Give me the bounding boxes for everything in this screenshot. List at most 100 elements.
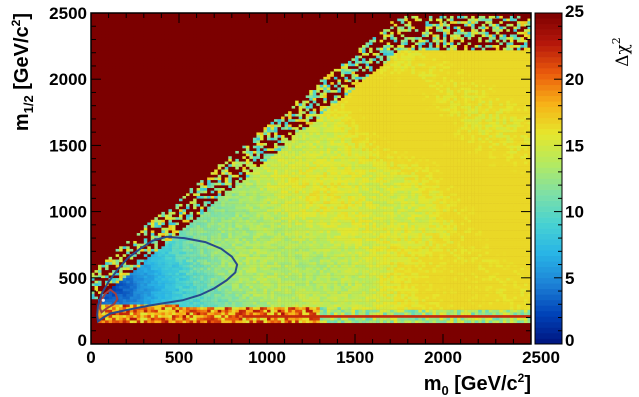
heatmap-cell — [123, 32, 127, 35]
heatmap-cell — [175, 190, 179, 193]
heatmap-cell — [123, 92, 127, 95]
heatmap-cell — [151, 220, 155, 223]
heatmap-cell — [168, 106, 172, 109]
heatmap-cell — [98, 238, 102, 241]
heatmap-cell — [151, 119, 155, 122]
heatmap-cell — [190, 98, 194, 101]
heatmap-cell — [190, 130, 194, 133]
heatmap-cell — [158, 98, 162, 101]
heatmap-cell — [144, 148, 148, 151]
heatmap-cell — [112, 169, 116, 172]
heatmap-cell — [102, 246, 106, 249]
heatmap-cell — [116, 246, 120, 249]
heatmap-cell — [102, 177, 106, 180]
heatmap-cell — [112, 182, 116, 185]
heatmap-cell — [116, 156, 120, 159]
heatmap-cell — [147, 119, 151, 122]
heatmap-cell — [190, 87, 194, 90]
heatmap-cell — [193, 204, 197, 207]
heatmap-cell — [186, 53, 190, 56]
heatmap-cell — [102, 336, 106, 339]
heatmap-cell — [116, 280, 120, 283]
heatmap-cell — [165, 95, 169, 98]
heatmap-cell — [183, 130, 187, 133]
heatmap-cell — [168, 198, 172, 201]
heatmap-cell — [175, 114, 179, 117]
heatmap-cell — [158, 291, 162, 294]
heatmap-cell — [154, 85, 158, 88]
heatmap-cell — [186, 273, 190, 276]
heatmap-cell — [147, 47, 151, 50]
heatmap-cell — [165, 204, 169, 207]
heatmap-cell — [102, 100, 106, 103]
heatmap-cell — [197, 310, 201, 313]
heatmap-cell — [116, 55, 120, 58]
heatmap-cell — [175, 122, 179, 125]
heatmap-cell — [123, 265, 127, 268]
heatmap-cell — [190, 177, 194, 180]
heatmap-cell — [186, 233, 190, 236]
heatmap-cell — [165, 182, 169, 185]
heatmap-cell — [151, 251, 155, 254]
heatmap-cell — [186, 143, 190, 146]
heatmap-cell — [204, 328, 208, 331]
heatmap-cell — [140, 201, 144, 204]
heatmap-cell — [130, 55, 134, 58]
heatmap-cell — [161, 122, 165, 125]
heatmap-cell — [119, 225, 123, 228]
heatmap-cell — [183, 304, 187, 307]
heatmap-cell — [200, 124, 204, 127]
heatmap-cell — [102, 302, 106, 305]
heatmap-cell — [137, 238, 141, 241]
heatmap-cell — [190, 286, 194, 289]
heatmap-cell — [126, 325, 130, 328]
heatmap-cell — [179, 53, 183, 56]
heatmap-cell — [130, 280, 134, 283]
heatmap-cell — [130, 193, 134, 196]
heatmap-cell — [119, 230, 123, 233]
heatmap-cell — [183, 227, 187, 230]
heatmap-cell — [105, 318, 109, 321]
heatmap-cell — [144, 225, 148, 228]
heatmap-cell — [151, 92, 155, 95]
heatmap-cell — [200, 325, 204, 328]
heatmap-cell — [144, 108, 148, 111]
heatmap-cell — [165, 246, 169, 249]
heatmap-cell — [193, 235, 197, 238]
heatmap-cell — [144, 302, 148, 305]
heatmap-cell — [165, 273, 169, 276]
heatmap-cell — [130, 283, 134, 286]
heatmap-cell — [140, 220, 144, 223]
heatmap-cell — [105, 116, 109, 119]
heatmap-cell — [98, 220, 102, 223]
heatmap-cell — [102, 304, 106, 307]
heatmap-cell — [154, 188, 158, 191]
heatmap-cell — [102, 58, 106, 61]
heatmap-cell — [144, 24, 148, 27]
heatmap-cell — [95, 148, 99, 151]
heatmap-cell — [98, 153, 102, 156]
heatmap-cell — [102, 267, 106, 270]
heatmap-cell — [109, 145, 113, 148]
heatmap-cell — [197, 339, 201, 342]
heatmap-cell — [137, 164, 141, 167]
heatmap-cell — [98, 148, 102, 151]
heatmap-cell — [112, 262, 116, 265]
heatmap-cell — [137, 18, 141, 21]
heatmap-cell — [126, 143, 130, 146]
heatmap-cell — [140, 172, 144, 175]
heatmap-cell — [179, 283, 183, 286]
heatmap-cell — [161, 209, 165, 212]
heatmap-cell — [98, 103, 102, 106]
heatmap-cell — [105, 85, 109, 88]
heatmap-cell — [112, 233, 116, 236]
heatmap-cell — [168, 161, 172, 164]
heatmap-cell — [137, 333, 141, 336]
heatmap-cell — [105, 143, 109, 146]
heatmap-cell — [126, 225, 130, 228]
heatmap-cell — [158, 90, 162, 93]
heatmap-cell — [140, 175, 144, 178]
heatmap-cell — [158, 328, 162, 331]
heatmap-cell — [193, 45, 197, 48]
heatmap-cell — [151, 34, 155, 37]
